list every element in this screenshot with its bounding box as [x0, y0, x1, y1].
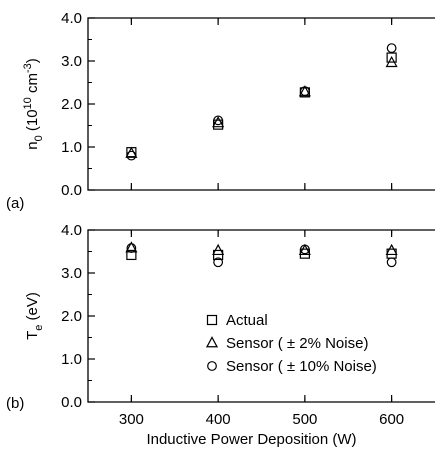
legend-item: Actual — [206, 312, 268, 329]
legend-label: Sensor ( ± 10% Noise) — [226, 358, 377, 375]
series-triangle — [125, 55, 398, 158]
data-point-triangle — [298, 243, 311, 256]
legend-marker-square — [206, 314, 218, 326]
y-axis-label: Te (eV) — [24, 292, 45, 340]
legend-item: Sensor ( ± 10% Noise) — [207, 358, 377, 375]
series-triangle — [125, 241, 398, 256]
y-tick-label: 3.0 — [61, 53, 82, 70]
y-tick-label: 0.0 — [61, 182, 82, 199]
data-point-circle — [299, 244, 310, 255]
y-axis-label-part: e — [33, 325, 45, 331]
panel-label: (a) — [6, 195, 24, 212]
x-tick-label: 400 — [206, 411, 231, 428]
y-tick-label: 0.0 — [61, 394, 82, 411]
data-point-circle — [386, 257, 397, 268]
y-axis-label-part: ) — [24, 58, 41, 63]
x-axis-label: Inductive Power Deposition (W) — [146, 431, 356, 448]
data-point-circle — [126, 150, 137, 161]
legend-item: Sensor ( ± 2% Noise) — [205, 335, 368, 352]
y-axis-label: n0 (1010 cm-3) — [22, 58, 45, 150]
data-point-triangle — [212, 116, 225, 128]
panel-label: (b) — [6, 395, 24, 412]
y-tick-label: 1.0 — [61, 351, 82, 368]
plot-frame — [87, 17, 435, 191]
y-tick-label: 4.0 — [61, 10, 82, 27]
data-point-circle — [299, 86, 310, 96]
y-axis-label-part: n — [24, 141, 41, 149]
x-tick-label: 600 — [379, 411, 404, 428]
series-square — [126, 248, 397, 261]
legend-marker-triangle — [205, 336, 219, 348]
y-axis-label-part: 0 — [33, 135, 45, 141]
y-axis-label-part: T — [24, 331, 41, 340]
legend: Actual Sensor ( ± 2% Noise) Sensor ( ± 10%… — [205, 312, 377, 375]
data-point-circle — [213, 115, 224, 126]
legend-label: Actual — [226, 312, 268, 329]
series-circle — [126, 243, 397, 268]
panel-a: 0.0 1.0 2.0 3.0 4.0 (a) n0 (1010 cm-3) — [6, 10, 435, 212]
y-tick-label: 3.0 — [61, 265, 82, 282]
data-point-triangle — [385, 55, 398, 68]
panel-b: 0.0 1.0 2.0 3.0 4.0 300 400 500 600 (b) Te (eV) Ind… — [6, 222, 435, 448]
legend-label: Sensor ( ± 2% Noise) — [226, 335, 368, 352]
y-axis-label-part: cm — [24, 73, 41, 97]
data-point-square — [386, 52, 397, 63]
x-tick-label: 500 — [292, 411, 317, 428]
y-tick-label: 2.0 — [61, 96, 82, 113]
data-point-circle — [386, 43, 397, 53]
data-point-circle — [213, 257, 224, 268]
y-axis-label-part: (10 — [24, 109, 41, 135]
data-point-triangle — [385, 243, 398, 256]
y-axis-label-part: (eV) — [24, 292, 41, 325]
y-axis-label-part: 10 — [22, 97, 34, 109]
y-tick-label: 4.0 — [61, 222, 82, 239]
legend-marker-circle — [207, 361, 217, 371]
x-tick-label: 300 — [119, 411, 144, 428]
data-point-triangle — [212, 243, 225, 256]
data-point-square — [126, 249, 137, 261]
y-axis-label-part: -3 — [22, 63, 34, 73]
series-square — [126, 52, 397, 158]
data-point-circle — [126, 243, 137, 253]
series-circle — [126, 43, 397, 161]
y-tick-label: 1.0 — [61, 139, 82, 156]
y-tick-label: 2.0 — [61, 308, 82, 325]
